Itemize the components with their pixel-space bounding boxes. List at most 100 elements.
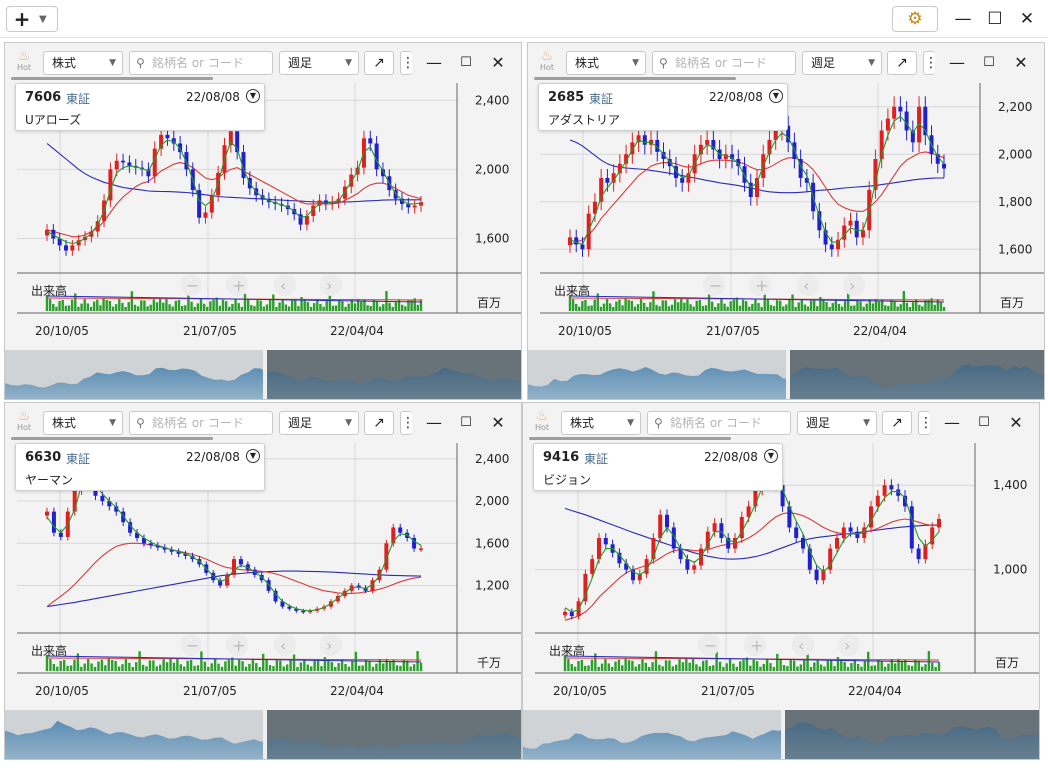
- pan-right-button[interactable]: [320, 274, 342, 296]
- volume-bar: [836, 657, 840, 671]
- zoom-in-button[interactable]: [226, 274, 248, 296]
- panel-minimize-button[interactable]: —: [423, 412, 445, 434]
- more-button[interactable]: ⋮: [918, 411, 933, 435]
- panel-minimize-button[interactable]: —: [941, 412, 963, 434]
- settings-button[interactable]: ⚙: [892, 6, 938, 32]
- maximize-icon: ☐: [978, 415, 990, 430]
- zoom-in-button[interactable]: [744, 634, 766, 656]
- hot-button[interactable]: ♨ Hot: [11, 409, 37, 432]
- y-tick-label: 2,000: [475, 162, 509, 176]
- volume-bar: [914, 659, 917, 671]
- market-type-select[interactable]: 株式 ▼: [561, 411, 641, 435]
- x-tick-label: 20/10/05: [35, 684, 89, 698]
- chevron-down-icon[interactable]: ▼: [246, 89, 260, 103]
- candle-body: [882, 485, 887, 496]
- panel-maximize-button[interactable]: ☐: [455, 52, 477, 74]
- volume-bar: [285, 664, 289, 671]
- volume-bar: [840, 306, 844, 311]
- zoom-out-button[interactable]: [703, 274, 725, 296]
- pan-left-button[interactable]: [792, 634, 814, 656]
- open-external-button[interactable]: ↗: [364, 51, 394, 75]
- chevron-down-icon[interactable]: ▼: [769, 89, 783, 103]
- pan-right-button[interactable]: [838, 634, 860, 656]
- pan-left-icon: ‹: [280, 276, 286, 295]
- open-external-button[interactable]: ↗: [887, 51, 917, 75]
- volume-bar: [568, 295, 572, 311]
- toolbar-scrollbar[interactable]: [11, 437, 213, 440]
- toolbar-scrollbar[interactable]: [529, 437, 731, 440]
- panel-minimize-button[interactable]: —: [423, 52, 445, 74]
- maximize-window-button[interactable]: ☐: [983, 8, 1007, 30]
- more-button[interactable]: ⋮: [400, 411, 415, 435]
- zoom-out-button[interactable]: [698, 634, 720, 656]
- navigator-handle[interactable]: [263, 710, 267, 759]
- hot-button[interactable]: ♨ Hot: [529, 409, 555, 432]
- period-select[interactable]: 週足 ▼: [797, 411, 877, 435]
- chevron-down-icon[interactable]: ▼: [246, 449, 260, 463]
- range-navigator[interactable]: [528, 350, 1044, 399]
- candle-body: [218, 580, 223, 586]
- period-select[interactable]: 週足 ▼: [279, 51, 359, 75]
- market-type-select[interactable]: 株式 ▼: [43, 51, 123, 75]
- pan-right-button[interactable]: [843, 274, 865, 296]
- volume-bar: [155, 666, 158, 671]
- hot-button[interactable]: ♨ Hot: [11, 49, 37, 72]
- range-navigator[interactable]: [5, 710, 521, 759]
- volume-bar: [862, 306, 865, 311]
- zoom-in-button[interactable]: [749, 274, 771, 296]
- volume-bar: [206, 306, 209, 311]
- symbol-search-input[interactable]: ⚲ 銘柄名 or コード: [652, 51, 796, 75]
- panel-close-button[interactable]: ✕: [1010, 52, 1032, 74]
- navigator-handle[interactable]: [786, 350, 790, 399]
- pan-left-button[interactable]: [274, 274, 296, 296]
- pan-left-button[interactable]: [797, 274, 819, 296]
- period-select[interactable]: 週足 ▼: [279, 411, 359, 435]
- panel-minimize-button[interactable]: —: [946, 52, 968, 74]
- panel-maximize-button[interactable]: ☐: [978, 52, 1000, 74]
- panel-maximize-button[interactable]: ☐: [973, 412, 995, 434]
- toolbar-scrollbar[interactable]: [534, 77, 736, 80]
- volume-bar: [610, 666, 614, 671]
- panel-close-button[interactable]: ✕: [487, 52, 509, 74]
- y-tick-label: 1,600: [998, 242, 1032, 256]
- open-external-button[interactable]: ↗: [364, 411, 394, 435]
- navigator-handle[interactable]: [263, 350, 267, 399]
- symbol-search-input[interactable]: ⚲ 銘柄名 or コード: [647, 411, 791, 435]
- close-window-button[interactable]: ✕: [1015, 8, 1039, 30]
- volume-bar: [624, 297, 627, 311]
- volume-bar: [837, 303, 841, 311]
- range-navigator[interactable]: [5, 350, 521, 399]
- panel-close-button[interactable]: ✕: [487, 412, 509, 434]
- more-button[interactable]: ⋮: [400, 51, 415, 75]
- stock-code: 6630: [25, 450, 62, 465]
- chevron-down-icon[interactable]: ▼: [764, 449, 778, 463]
- volume-bar: [782, 665, 786, 671]
- pan-right-button[interactable]: [320, 634, 342, 656]
- open-external-button[interactable]: ↗: [882, 411, 912, 435]
- symbol-search-input[interactable]: ⚲ 銘柄名 or コード: [129, 411, 273, 435]
- period-select[interactable]: 週足 ▼: [802, 51, 882, 75]
- panel-close-button[interactable]: ✕: [1005, 412, 1027, 434]
- panel-maximize-button[interactable]: ☐: [455, 412, 477, 434]
- zoom-in-button[interactable]: [226, 634, 248, 656]
- zoom-out-button[interactable]: [180, 274, 202, 296]
- navigator-handle[interactable]: [781, 710, 785, 759]
- symbol-search-input[interactable]: ⚲ 銘柄名 or コード: [129, 51, 273, 75]
- market-type-select[interactable]: 株式 ▼: [566, 51, 646, 75]
- hot-button[interactable]: ♨ Hot: [534, 49, 560, 72]
- toolbar-scrollbar[interactable]: [11, 77, 213, 80]
- range-navigator[interactable]: [523, 710, 1039, 759]
- pan-left-button[interactable]: [274, 634, 296, 656]
- zoom-out-button[interactable]: [180, 634, 202, 656]
- candle-body: [374, 143, 379, 170]
- more-button[interactable]: ⋮: [923, 51, 938, 75]
- volume-bar: [934, 666, 937, 671]
- volume-bar: [392, 659, 395, 671]
- add-chart-button[interactable]: + ▼: [6, 6, 58, 32]
- minimize-window-button[interactable]: —: [951, 8, 975, 30]
- market-type-select[interactable]: 株式 ▼: [43, 411, 123, 435]
